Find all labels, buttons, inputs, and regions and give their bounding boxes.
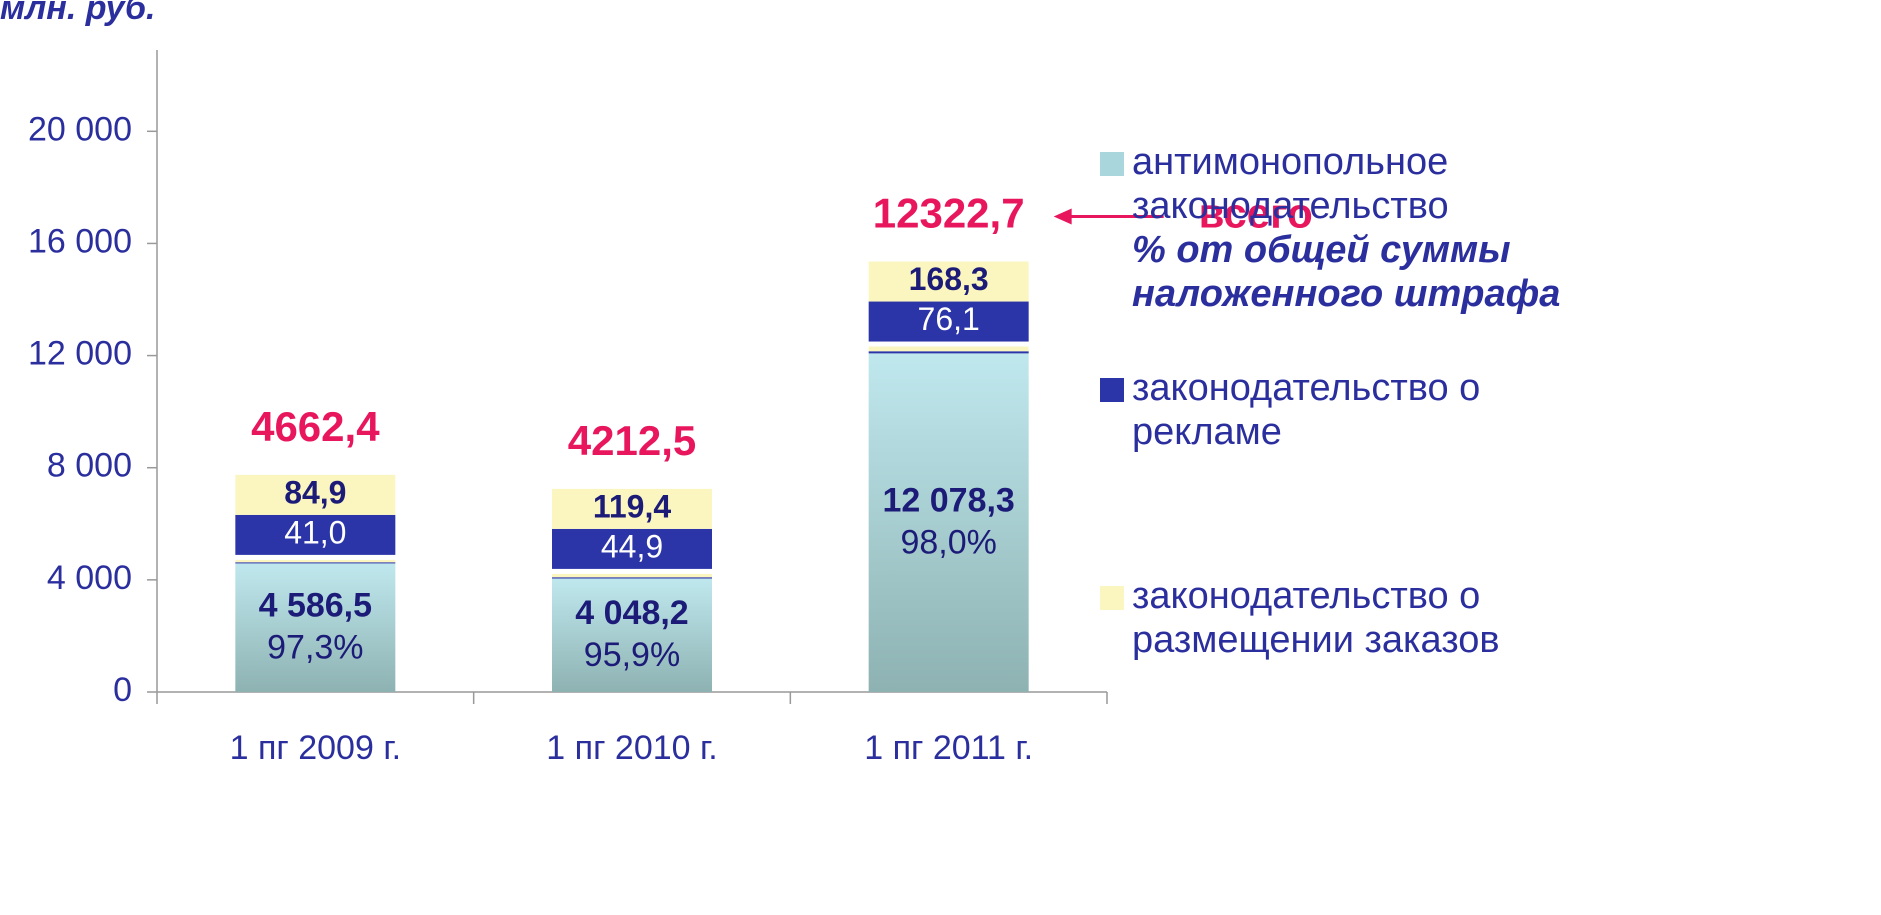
y-tick-label: 20 000 <box>28 110 132 148</box>
total-label: 12322,7 <box>873 190 1025 237</box>
bar-segment <box>552 577 712 579</box>
legend-note: % от общей суммы наложенного штрафа <box>1132 229 1561 315</box>
value-label: 4 586,5 <box>259 587 372 625</box>
y-tick-label: 16 000 <box>28 222 132 260</box>
label-box <box>235 514 396 555</box>
percent-label: 95,9% <box>584 636 680 674</box>
bar-segment <box>868 353 1029 692</box>
y-tick-label: 0 <box>113 671 132 709</box>
bar-segment <box>868 346 1029 352</box>
total-annotation: всего <box>1199 190 1313 237</box>
value-label: 119,4 <box>593 488 672 524</box>
legend-item: законодательство о размещении заказов <box>1100 574 1570 662</box>
label-box <box>868 301 1029 342</box>
x-tick-label: 1 пг 2010 г. <box>546 729 717 767</box>
label-box <box>868 261 1029 302</box>
legend-swatch <box>1100 378 1124 402</box>
legend-item: антимонопольное законодательство% от общ… <box>1100 140 1570 316</box>
y-tick-label: 8 000 <box>47 447 132 485</box>
label-box <box>552 488 712 529</box>
percent-label: 98,0% <box>900 524 996 562</box>
bar-segment <box>868 351 1029 354</box>
value-label: 12 078,3 <box>882 482 1014 520</box>
value-label: 41,0 <box>284 514 346 550</box>
legend-label: законодательство о рекламе <box>1132 367 1481 453</box>
value-label: 44,9 <box>601 528 663 564</box>
value-label: 168,3 <box>909 261 989 297</box>
legend-swatch <box>1100 586 1124 610</box>
legend-item: законодательство о рекламе <box>1100 366 1570 454</box>
total-label: 4212,5 <box>568 417 696 464</box>
percent-label: 97,3% <box>267 629 363 667</box>
y-tick-label: 4 000 <box>47 559 132 597</box>
total-label: 4662,4 <box>251 403 380 450</box>
y-tick-label: 12 000 <box>28 335 132 373</box>
legend-swatch <box>1100 152 1124 176</box>
value-label: 84,9 <box>284 474 346 510</box>
bar-segment <box>552 573 712 578</box>
legend-label: законодательство о размещении заказов <box>1132 575 1500 661</box>
arrow-head <box>1053 208 1072 225</box>
x-tick-label: 1 пг 2011 г. <box>864 729 1033 767</box>
legend-label: антимонопольное законодательство <box>1132 141 1449 227</box>
bar-segment <box>235 559 396 563</box>
bar-segment <box>235 562 396 564</box>
value-label: 76,1 <box>918 301 980 337</box>
bar-segment <box>235 563 396 692</box>
label-box <box>552 528 712 569</box>
bar-segment <box>552 578 712 692</box>
x-tick-label: 1 пг 2009 г. <box>230 729 401 767</box>
unit-label: млн. руб. <box>0 0 155 27</box>
label-box <box>235 474 396 515</box>
legend: антимонопольное законодательство% от общ… <box>1100 140 1570 662</box>
value-label: 4 048,2 <box>575 594 688 632</box>
